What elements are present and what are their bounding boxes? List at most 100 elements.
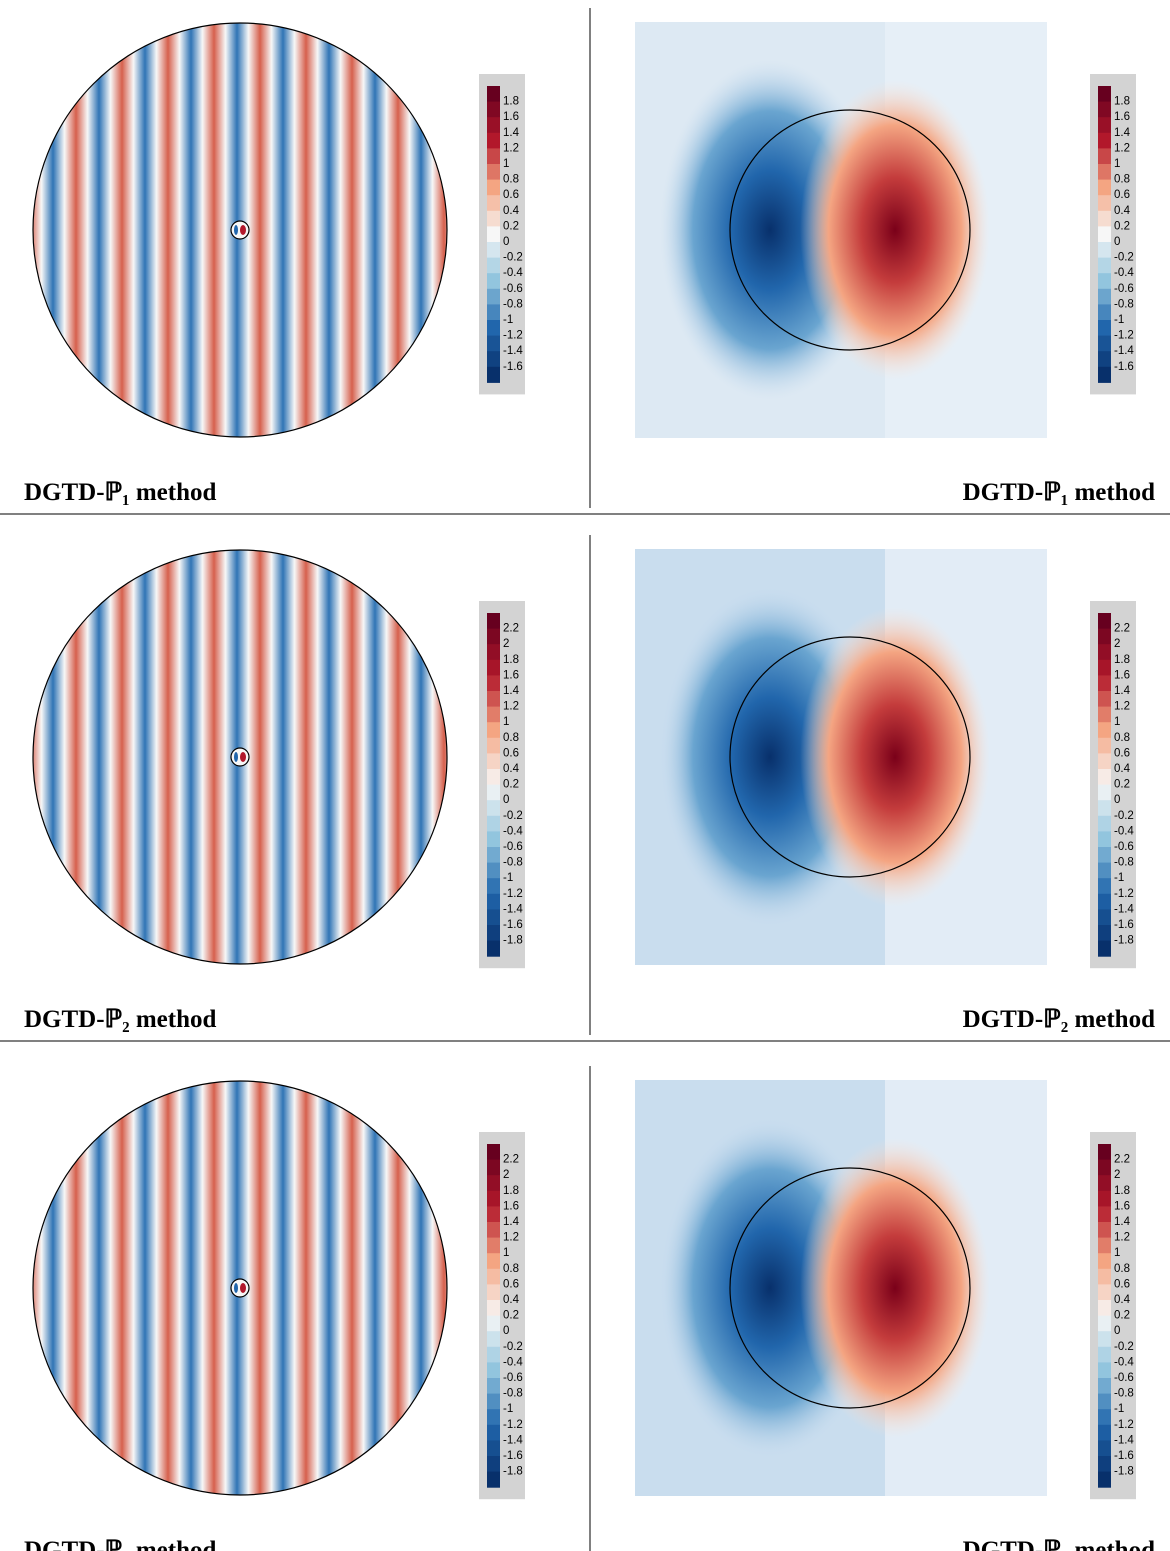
domain-boundary bbox=[32, 1080, 448, 1496]
colorbar-label: 2 bbox=[1114, 1169, 1120, 1181]
colorbar-label: -1.4 bbox=[503, 903, 523, 915]
colorbar-band bbox=[1098, 132, 1111, 149]
colorbar-band bbox=[1098, 1378, 1111, 1395]
colorbar-label: 0.6 bbox=[503, 747, 519, 759]
colorbar-label: -1.2 bbox=[1114, 1419, 1134, 1431]
colorbar-band bbox=[1098, 164, 1111, 181]
colorbar-label: -0.8 bbox=[1114, 857, 1134, 869]
scatterer-blue bbox=[234, 1283, 238, 1293]
colorbar-band bbox=[487, 320, 500, 337]
colorbar-label: 1.6 bbox=[1114, 1200, 1130, 1212]
colorbar-band bbox=[487, 366, 500, 383]
colorbar-label: -0.2 bbox=[1114, 1341, 1134, 1353]
colorbar-band bbox=[487, 925, 500, 942]
colorbar-label: 0 bbox=[1114, 1325, 1120, 1337]
colorbar-band bbox=[487, 722, 500, 739]
colorbar-band bbox=[487, 909, 500, 926]
colorbar-band bbox=[487, 893, 500, 910]
colorbar-label: -0.6 bbox=[1114, 283, 1134, 295]
colorbar-label: 1.8 bbox=[1114, 1185, 1130, 1197]
colorbar-label: 0.4 bbox=[1114, 763, 1131, 775]
colorbar-band bbox=[487, 613, 500, 630]
caption: DGTD-ℙ₁ method bbox=[963, 479, 1155, 506]
colorbar-band bbox=[1098, 831, 1111, 848]
colorbar-band bbox=[487, 753, 500, 770]
colorbar-label: 1.8 bbox=[503, 96, 519, 108]
colorbar-band bbox=[487, 179, 500, 196]
colorbar-band bbox=[1098, 1284, 1111, 1301]
colorbar-label: 0.2 bbox=[503, 779, 519, 791]
colorbar-band bbox=[487, 1315, 500, 1332]
colorbar-band bbox=[487, 878, 500, 895]
colorbar-band bbox=[487, 1159, 500, 1176]
colorbar-label: 0.6 bbox=[1114, 1278, 1130, 1290]
colorbar-label: 0.8 bbox=[503, 1263, 519, 1275]
colorbar-label: 1.6 bbox=[503, 1200, 519, 1212]
colorbar-label: 0.6 bbox=[503, 1278, 519, 1290]
field-red bbox=[800, 607, 990, 907]
colorbar-label: 1.2 bbox=[503, 1232, 519, 1244]
colorbar-band bbox=[1098, 1300, 1111, 1317]
colorbar-band bbox=[487, 148, 500, 165]
colorbar-box bbox=[1090, 601, 1136, 969]
colorbar-label: -1.4 bbox=[1114, 1434, 1134, 1446]
colorbar-label: -0.8 bbox=[503, 298, 523, 310]
colorbar-band bbox=[487, 1409, 500, 1426]
colorbar-label: -1.4 bbox=[503, 345, 523, 357]
colorbar-band bbox=[1098, 847, 1111, 864]
colorbar-band bbox=[1098, 148, 1111, 165]
colorbar-band bbox=[1098, 706, 1111, 723]
colorbar-band bbox=[487, 1144, 500, 1161]
colorbar-band bbox=[1098, 784, 1111, 801]
colorbar-label: 1.4 bbox=[1114, 1216, 1131, 1228]
colorbar-label: -1.6 bbox=[1114, 1450, 1134, 1462]
caption: DGTD-ℙ₃ method bbox=[24, 1537, 216, 1551]
colorbar-band bbox=[487, 815, 500, 832]
colorbar-band bbox=[1098, 1346, 1111, 1363]
colorbar-label: -0.8 bbox=[1114, 298, 1134, 310]
colorbar-label: 0.8 bbox=[1114, 1263, 1130, 1275]
colorbar-band bbox=[487, 288, 500, 305]
colorbar-box bbox=[1090, 1132, 1136, 1500]
colorbar-label: -0.6 bbox=[503, 841, 523, 853]
colorbar-label: 1.4 bbox=[503, 1216, 520, 1228]
colorbar-label: 1.8 bbox=[1114, 654, 1130, 666]
colorbar-label: 0.2 bbox=[1114, 1310, 1130, 1322]
colorbar-band bbox=[487, 1362, 500, 1379]
colorbar-label: -0.6 bbox=[503, 283, 523, 295]
colorbar-label: -0.4 bbox=[1114, 267, 1134, 279]
colorbar-band bbox=[1098, 288, 1111, 305]
colorbar-label: 0.2 bbox=[1114, 220, 1130, 232]
colorbar-band bbox=[487, 1284, 500, 1301]
caption: DGTD-ℙ₁ method bbox=[24, 479, 216, 506]
colorbar-band bbox=[1098, 815, 1111, 832]
colorbar-label: 1.8 bbox=[503, 1185, 519, 1197]
colorbar-band bbox=[1098, 1190, 1111, 1207]
colorbar-label: -1.2 bbox=[503, 888, 523, 900]
scatterer-outline bbox=[729, 109, 971, 351]
colorbar-label: -1 bbox=[503, 314, 513, 326]
colorbar-band bbox=[487, 86, 500, 103]
colorbar-band bbox=[487, 1190, 500, 1207]
colorbar-label: 0 bbox=[503, 794, 509, 806]
colorbar-band bbox=[487, 195, 500, 212]
colorbar-box bbox=[479, 74, 525, 395]
colorbar-band bbox=[1098, 195, 1111, 212]
colorbar-band bbox=[487, 628, 500, 645]
colorbar-label: -0.8 bbox=[503, 1388, 523, 1400]
colorbar-label: 0.2 bbox=[503, 220, 519, 232]
scatterer-blue bbox=[234, 225, 238, 235]
colorbar-band bbox=[487, 706, 500, 723]
colorbar-band bbox=[487, 1331, 500, 1348]
colorbar-label: 1.6 bbox=[1114, 669, 1130, 681]
colorbar-band bbox=[487, 1424, 500, 1441]
colorbar-label: 0.8 bbox=[1114, 732, 1130, 744]
colorbar-band bbox=[1098, 862, 1111, 879]
colorbar-label: 0.8 bbox=[503, 174, 519, 186]
colorbar-band bbox=[487, 164, 500, 181]
colorbar-band bbox=[487, 1206, 500, 1223]
colorbar-band bbox=[487, 1237, 500, 1254]
colorbar-label: 0 bbox=[1114, 794, 1120, 806]
field-red bbox=[800, 1138, 990, 1438]
scatterer-outline bbox=[729, 1167, 971, 1409]
